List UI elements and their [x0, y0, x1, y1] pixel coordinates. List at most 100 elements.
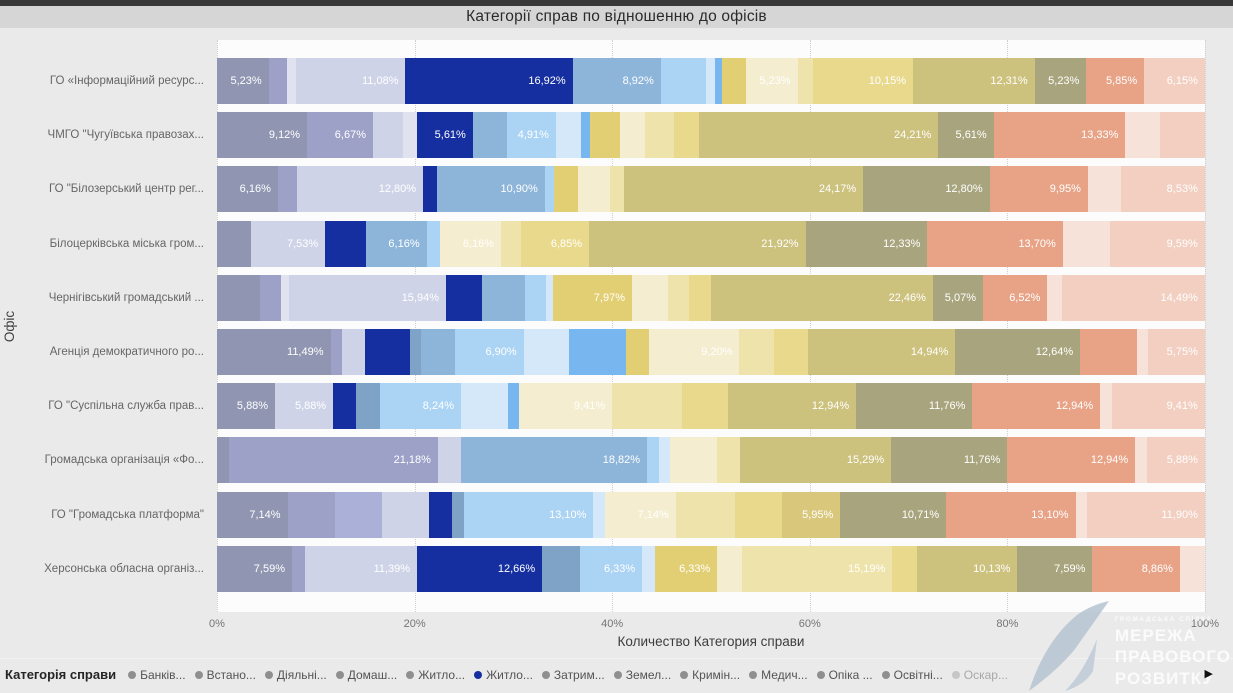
legend-item[interactable]: Медич...	[749, 668, 808, 682]
legend-item[interactable]: Домаш...	[335, 668, 397, 682]
legend-scroll-right-arrow[interactable]: ▶	[1204, 668, 1213, 680]
bar-segment[interactable]: 11,08%	[296, 58, 406, 105]
bar-segment[interactable]	[507, 383, 520, 430]
bar-segment[interactable]	[426, 220, 441, 267]
bar-segment[interactable]: 18,82%	[461, 437, 648, 484]
bar-segment[interactable]	[217, 437, 229, 484]
bar-segment[interactable]: 11,39%	[304, 545, 418, 592]
bar-segment[interactable]: 21,18%	[228, 437, 438, 484]
bar-segment[interactable]	[569, 329, 626, 376]
bar-segment[interactable]: 5,95%	[781, 491, 841, 538]
bar-segment[interactable]	[554, 166, 578, 213]
bar-segment[interactable]	[642, 545, 655, 592]
bar-segment[interactable]: 10,13%	[917, 545, 1018, 592]
bar-segment[interactable]	[341, 329, 365, 376]
bar-segment[interactable]	[715, 58, 722, 105]
bar-segment[interactable]: 15,94%	[288, 274, 446, 321]
bar-segment[interactable]	[675, 491, 735, 538]
bar-segment[interactable]: 6,16%	[440, 220, 502, 267]
bar-segment[interactable]	[333, 383, 357, 430]
bar-segment[interactable]	[461, 383, 508, 430]
bar-segment[interactable]	[381, 491, 429, 538]
bar-segment[interactable]	[356, 383, 380, 430]
legend-item[interactable]: Житло...	[406, 668, 465, 682]
bar-segment[interactable]: 10,90%	[437, 166, 545, 213]
bar-segment[interactable]	[1047, 274, 1062, 321]
bar-segment[interactable]	[734, 491, 782, 538]
bar-segment[interactable]: 7,59%	[217, 545, 292, 592]
bar-segment[interactable]	[268, 58, 287, 105]
bar-segment[interactable]: 6,52%	[982, 274, 1048, 321]
bar-segment[interactable]: 15,19%	[742, 545, 893, 592]
bar-segment[interactable]	[610, 166, 625, 213]
bar-segment[interactable]: 14,49%	[1061, 274, 1205, 321]
bar-segment[interactable]	[1080, 329, 1137, 376]
bar-segment[interactable]: 5,23%	[745, 58, 798, 105]
y-axis-label[interactable]: Агенція демократичного ро...	[49, 346, 204, 359]
bar-segment[interactable]	[472, 112, 508, 159]
bar-segment[interactable]: 5,85%	[1086, 58, 1145, 105]
bar-segment[interactable]	[523, 329, 570, 376]
bar-segment[interactable]: 5,88%	[217, 383, 276, 430]
bar-segment[interactable]: 9,59%	[1110, 220, 1205, 267]
bar-segment[interactable]: 13,70%	[927, 220, 1063, 267]
bar-segment[interactable]: 7,14%	[217, 491, 288, 538]
bar-segment[interactable]	[555, 112, 581, 159]
bar-segment[interactable]	[717, 545, 743, 592]
y-axis-label[interactable]: ГО «Інформаційний ресурс...	[49, 75, 204, 88]
bar-segment[interactable]	[1179, 545, 1205, 592]
legend-item[interactable]: Опіка ...	[816, 668, 873, 682]
bar-segment[interactable]	[681, 383, 729, 430]
bar-segment[interactable]	[580, 112, 591, 159]
bar-segment[interactable]	[773, 329, 808, 376]
y-axis-label[interactable]: Білоцерківська міська гром...	[49, 237, 204, 250]
y-axis-label[interactable]: Херсонська обласна організ...	[44, 562, 204, 575]
bar-segment[interactable]	[501, 220, 522, 267]
bar-segment[interactable]: 12,94%	[728, 383, 857, 430]
bar-segment[interactable]: 5,61%	[938, 112, 994, 159]
bar-segment[interactable]	[797, 58, 813, 105]
bar-segment[interactable]	[1136, 329, 1149, 376]
bar-segment[interactable]	[546, 274, 554, 321]
legend-item[interactable]: Земел...	[613, 668, 671, 682]
bar-segment[interactable]	[689, 274, 712, 321]
bar-segment[interactable]	[421, 329, 456, 376]
bar-segment[interactable]	[892, 545, 918, 592]
bar-segment[interactable]	[612, 383, 682, 430]
bar-segment[interactable]: 12,94%	[972, 383, 1101, 430]
legend-item[interactable]: Оскар...	[951, 668, 1008, 682]
bar-segment[interactable]: 24,21%	[699, 112, 939, 159]
bar-segment[interactable]: 6,33%	[579, 545, 643, 592]
bar-segment[interactable]	[593, 491, 606, 538]
bar-segment[interactable]	[632, 274, 668, 321]
bar-segment[interactable]: 12,80%	[296, 166, 424, 213]
bar-segment[interactable]	[291, 545, 305, 592]
bar-segment[interactable]: 7,59%	[1017, 545, 1093, 592]
bar-segment[interactable]	[706, 58, 716, 105]
bar-segment[interactable]: 21,92%	[589, 220, 806, 267]
bar-segment[interactable]: 8,92%	[572, 58, 661, 105]
bar-segment[interactable]: 6,85%	[521, 220, 590, 267]
bar-segment[interactable]	[524, 274, 547, 321]
bar-segment[interactable]: 4,91%	[507, 112, 556, 159]
bar-segment[interactable]	[1100, 383, 1112, 430]
bar-segment[interactable]: 5,61%	[417, 112, 473, 159]
bar-segment[interactable]	[1087, 166, 1121, 213]
bar-segment[interactable]: 5,88%	[1146, 437, 1205, 484]
bar-segment[interactable]	[423, 166, 438, 213]
bar-segment[interactable]	[428, 491, 453, 538]
legend-item[interactable]: Житло...	[474, 668, 533, 682]
bar-segment[interactable]	[452, 491, 465, 538]
bar-segment[interactable]: 11,49%	[217, 329, 331, 376]
bar-segment[interactable]: 22,46%	[711, 274, 933, 321]
bar-segment[interactable]	[716, 437, 741, 484]
bar-segment[interactable]: 9,41%	[519, 383, 613, 430]
bar-segment[interactable]	[372, 112, 403, 159]
bar-segment[interactable]	[481, 274, 525, 321]
bar-segment[interactable]	[625, 329, 649, 376]
bar-segment[interactable]: 12,64%	[955, 329, 1081, 376]
bar-segment[interactable]: 6,16%	[217, 166, 278, 213]
y-axis-label[interactable]: ГО "Громадська платформа"	[51, 508, 204, 521]
legend-item[interactable]: Кримін...	[680, 668, 740, 682]
legend-item[interactable]: Банків...	[128, 668, 186, 682]
